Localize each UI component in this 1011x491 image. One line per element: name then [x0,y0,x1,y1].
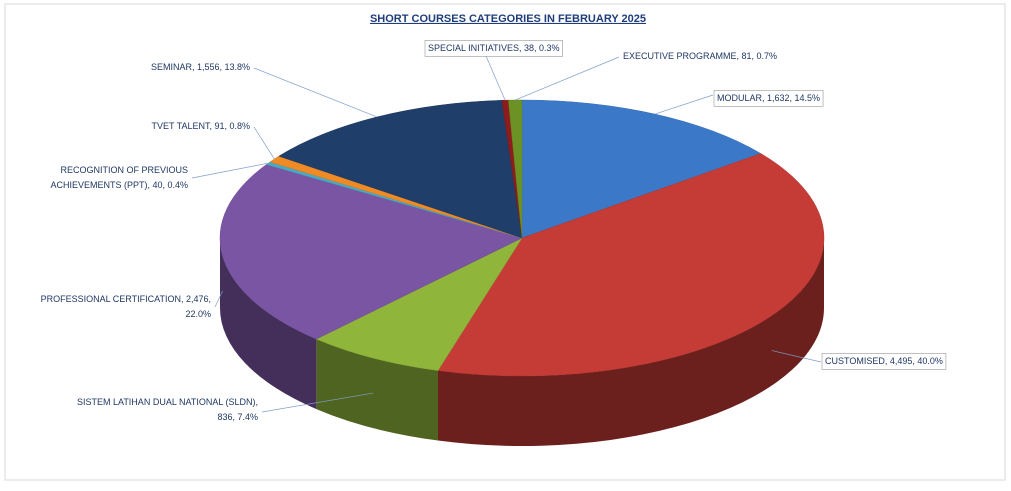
data-label: MODULAR, 1,632, 14.5% [717,93,820,103]
data-label: SISTEM LATIHAN DUAL NATIONAL (SLDN), 836,… [77,397,258,422]
pie-slice [219,164,523,340]
label-box [424,40,563,57]
data-label-line: SISTEM LATIHAN DUAL NATIONAL (SLDN), [77,397,258,407]
data-label: EXECUTIVE PROGRAMME, 81, 0.7% [623,51,777,61]
labels: MODULAR, 1,632, 14.5% CUSTOMISED, 4,495, … [41,40,947,422]
data-label-line: MODULAR, 1,632, 14.5% [717,93,820,103]
data-label: TVET TALENT, 91, 0.8% [151,121,250,131]
data-label: CUSTOMISED, 4,495, 40.0% [825,356,943,366]
leader-line [253,67,378,118]
leader-line [261,392,374,413]
data-label-line: SPECIAL INITIATIVES, 38, 0.3% [428,43,560,53]
pie-slice [521,99,762,239]
chart-title: SHORT COURSES CATEGORIES IN FEBRUARY 202… [370,13,646,25]
pie-side [437,238,824,446]
data-label-line: RECOGNITION OF PREVIOUS [60,165,188,175]
data-label-line: SEMINAR, 1,556, 13.8% [151,62,250,72]
leader-line [253,126,275,160]
leader-line [485,55,506,101]
data-label-line: 22.0% [185,309,211,319]
pie-sides [219,238,824,446]
pie-slice [315,237,523,371]
data-label-line: 836, 7.4% [217,412,258,422]
label-box [713,90,824,107]
pie-slice [278,100,523,239]
pie-side [219,238,317,410]
leader-line [191,162,269,179]
data-label-line: CUSTOMISED, 4,495, 40.0% [825,356,943,366]
pie-tops [219,99,825,377]
leader-line [515,56,620,101]
data-label-line: PROFESSIONAL CERTIFICATION, 2,476, [41,294,211,304]
data-label: RECOGNITION OF PREVIOUS ACHIEVEMENTS (PPT… [50,165,188,190]
pie-slice [508,99,523,239]
leader-line [214,290,223,308]
data-label: SEMINAR, 1,556, 13.8% [151,62,250,72]
pie-side [316,339,438,441]
data-label: PROFESSIONAL CERTIFICATION, 2,476, 22.0% [41,294,211,319]
leader-line [771,350,822,363]
data-label-line: ACHIEVEMENTS (PPT), 40, 0.4% [50,180,188,190]
data-label: SPECIAL INITIATIVES, 38, 0.3% [428,43,560,53]
label-box [821,353,947,370]
data-label-line: EXECUTIVE PROGRAMME, 81, 0.7% [623,51,777,61]
data-label-line: TVET TALENT, 91, 0.8% [151,121,250,131]
leader-line [654,94,714,115]
pie-slice [437,153,825,377]
